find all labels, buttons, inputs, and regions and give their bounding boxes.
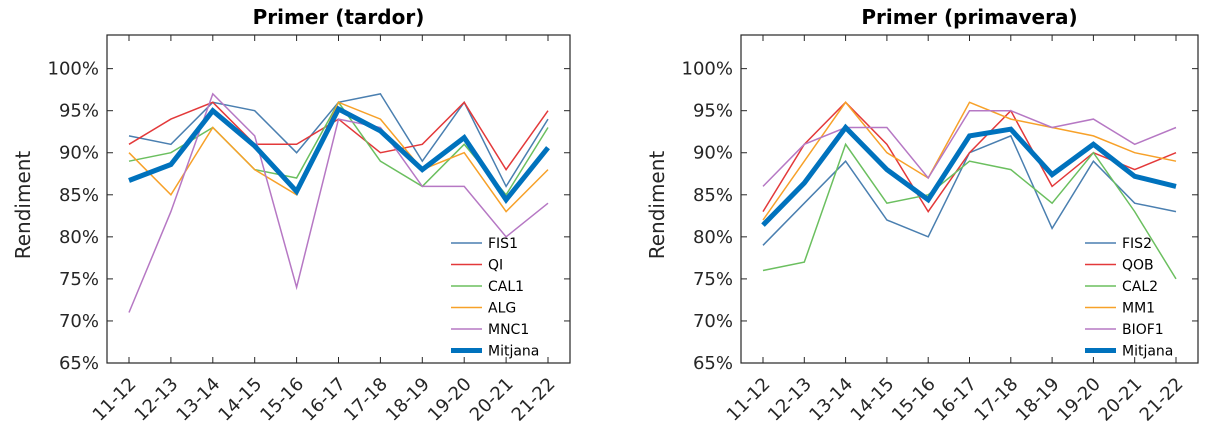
y-tick-label: 70% xyxy=(693,311,733,332)
legend-label: MM1 xyxy=(1122,301,1155,317)
x-tick-label: 18-19 xyxy=(382,374,434,426)
x-tick-label: 15-16 xyxy=(256,374,308,426)
x-tick-label: 20-21 xyxy=(1094,374,1146,426)
legend-label: MNC1 xyxy=(488,322,529,338)
y-tick-label: 75% xyxy=(693,269,733,290)
y-tick-label: 65% xyxy=(693,353,733,374)
chart-panel-tardor: Primer (tardor) Rendiment 65% 70% 75% 80% 85… xyxy=(11,5,571,426)
y-axis-label: Rendiment xyxy=(11,151,35,260)
x-tick-label: 20-21 xyxy=(466,374,518,426)
legend-label: ALG xyxy=(488,301,516,317)
legend-label: BIOF1 xyxy=(1122,322,1164,338)
legend: FIS2 QOB CAL2 MM1 BIOF1 Mitjana xyxy=(1085,236,1173,360)
legend: FIS1 QI CAL1 ALG MNC1 Mitjana xyxy=(451,236,539,360)
y-tick-label: 90% xyxy=(59,143,99,164)
series-line-alg xyxy=(128,101,549,213)
x-tick-label: 11-12 xyxy=(723,374,775,426)
series-line-mnc1 xyxy=(128,92,549,313)
y-tick-label: 100% xyxy=(682,59,733,80)
y-tick-label: 100% xyxy=(48,59,99,80)
chart-panel-primavera: Primer (primavera) Rendiment 65% 70% 75% 80… xyxy=(645,5,1199,426)
y-tick-label: 95% xyxy=(59,101,99,122)
y-axis-label: Rendiment xyxy=(645,151,669,260)
y-tick-label: 85% xyxy=(693,185,733,206)
series-line-cal2 xyxy=(762,142,1177,280)
x-tick-label: 16-17 xyxy=(929,374,981,426)
x-tick-label: 12-13 xyxy=(764,374,816,426)
legend-label: QOB xyxy=(1122,258,1154,274)
x-tick-label: 11-12 xyxy=(89,374,141,426)
x-tick-label: 17-18 xyxy=(340,374,392,426)
x-tick-label: 14-15 xyxy=(214,374,266,426)
x-tick-label: 12-13 xyxy=(131,374,183,426)
x-tick-label: 18-19 xyxy=(1012,374,1064,426)
legend-label: CAL1 xyxy=(488,279,524,295)
y-tick-label: 80% xyxy=(59,227,99,248)
y-tick-label: 70% xyxy=(59,311,99,332)
legend-label: QI xyxy=(488,258,503,274)
y-tick-label: 85% xyxy=(59,185,99,206)
y-tick-label: 80% xyxy=(693,227,733,248)
x-tick-label: 21-22 xyxy=(1136,374,1188,426)
x-tick-label: 13-14 xyxy=(805,374,857,426)
x-tick-label: 17-18 xyxy=(970,374,1022,426)
x-tick-label: 13-14 xyxy=(172,374,224,426)
series-line-mitjana xyxy=(128,105,550,205)
series-line-mm1 xyxy=(762,101,1177,221)
y-tick-label: 65% xyxy=(59,353,99,374)
series-line-biof1 xyxy=(762,109,1177,187)
series-line-mitjana xyxy=(761,123,1177,227)
x-tick-label: 15-16 xyxy=(888,374,940,426)
legend-label: FIS1 xyxy=(488,236,518,252)
y-tick-label: 95% xyxy=(693,101,733,122)
y-tick-label: 75% xyxy=(59,269,99,290)
chart-title: Primer (tardor) xyxy=(253,5,425,29)
y-tick-label: 90% xyxy=(693,143,733,164)
x-tick-label: 19-20 xyxy=(1053,374,1105,426)
x-tick-label: 21-22 xyxy=(508,374,560,426)
legend-label: FIS2 xyxy=(1122,236,1152,252)
chart-title: Primer (primavera) xyxy=(861,5,1077,29)
x-tick-label: 19-20 xyxy=(424,374,476,426)
legend-label: Mitjana xyxy=(1122,344,1173,360)
legend-label: CAL2 xyxy=(1122,279,1158,295)
x-tick-label: 16-17 xyxy=(298,374,350,426)
series-line-qob xyxy=(762,101,1177,213)
x-tick-label: 14-15 xyxy=(847,374,899,426)
legend-label: Mitjana xyxy=(488,344,539,360)
